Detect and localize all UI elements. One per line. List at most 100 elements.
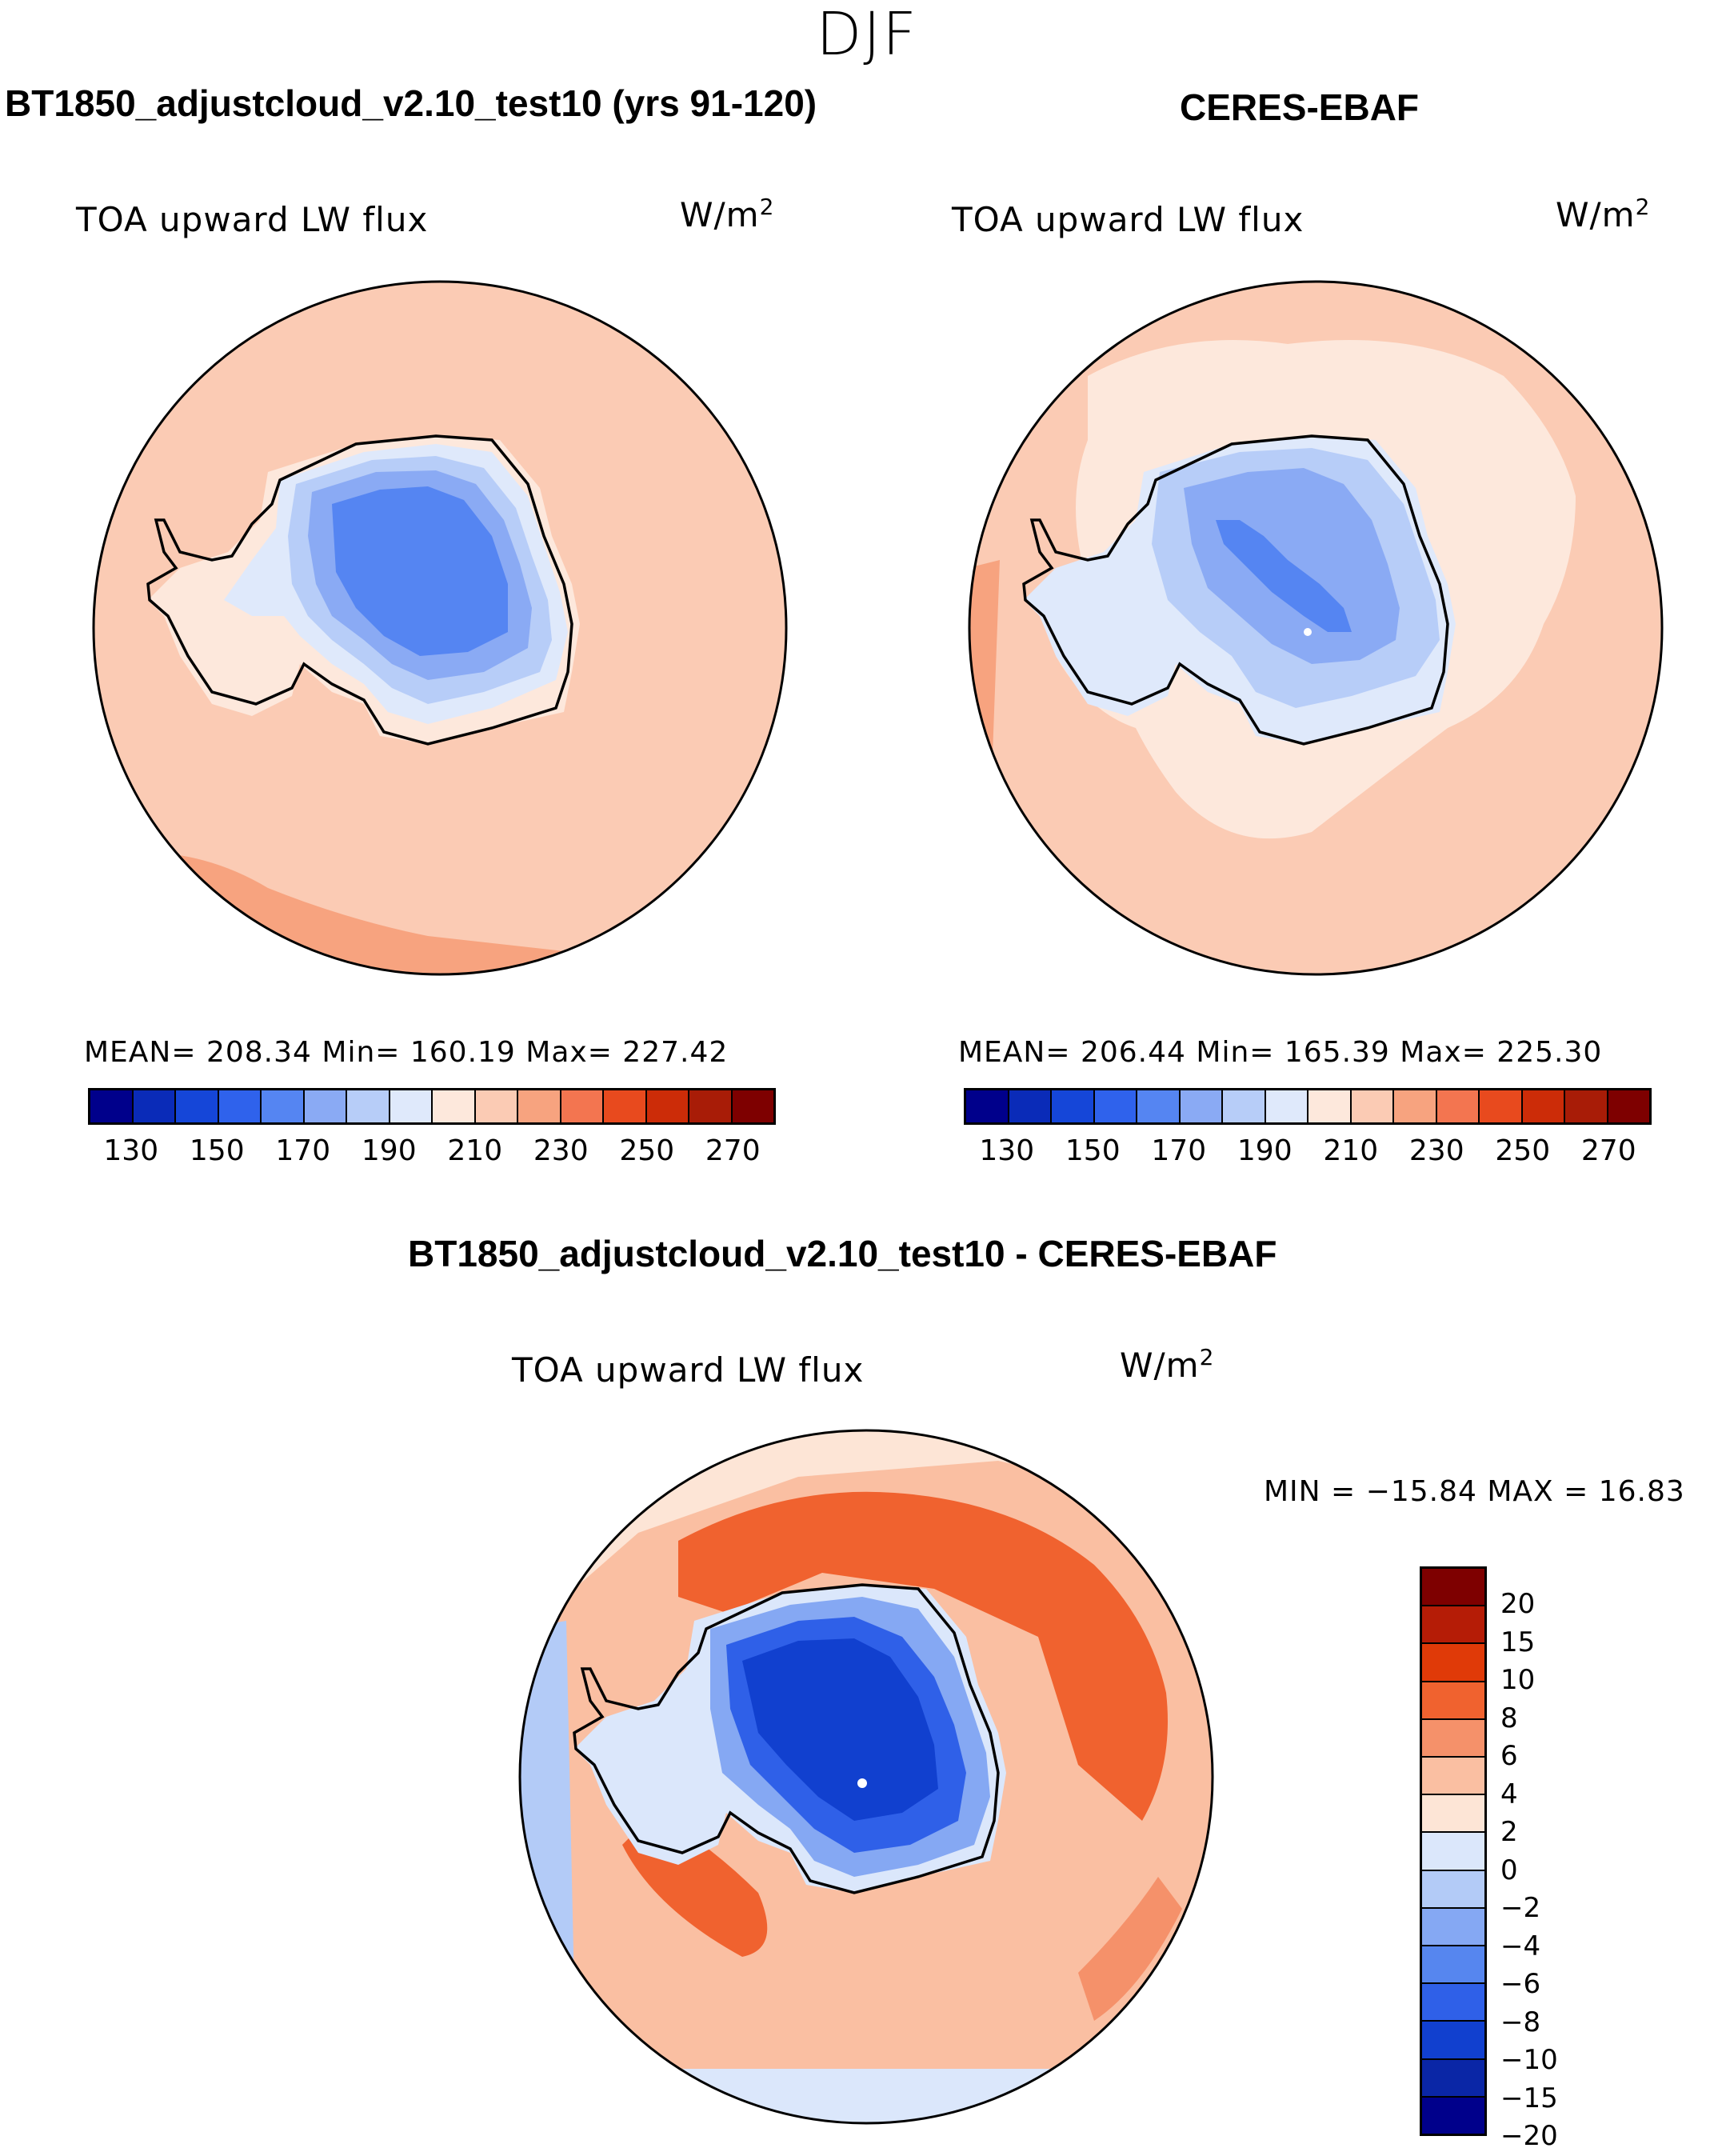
- obs-colorbar-swatch: [1223, 1090, 1266, 1122]
- model-colorbar: [88, 1088, 776, 1125]
- diff-warm-arc-north: [678, 1491, 1168, 1821]
- diff-colorbar-tick-label: 20: [1500, 1588, 1536, 1621]
- diff-colorbar-tick-label: −2: [1500, 1892, 1541, 1925]
- obs-colorbar-swatch: [1094, 1090, 1137, 1122]
- model-colorbar-swatch: [218, 1090, 262, 1122]
- diff-colorbar-tick-label: −4: [1500, 1930, 1541, 1962]
- model-colorbar-swatch: [176, 1090, 219, 1122]
- diff-colorbar-swatch: [1422, 2097, 1484, 2134]
- model-colorbar-swatch: [604, 1090, 647, 1122]
- model-colorbar-swatch: [433, 1090, 476, 1122]
- obs-colorbar-tick-label: 250: [1495, 1134, 1551, 1167]
- diff-colorbar-tick-label: 6: [1500, 1740, 1518, 1773]
- diff-colorbar-swatch: [1422, 1833, 1484, 1871]
- obs-colorbar-tick-label: 270: [1580, 1134, 1636, 1167]
- season-title: DJF: [816, 0, 918, 69]
- diff-warm-patch-southeast: [1078, 1877, 1182, 2021]
- obs-colorbar-swatch: [1052, 1090, 1095, 1122]
- model-colorbar-tick-label: 170: [275, 1134, 331, 1167]
- model-colorbar-swatch: [90, 1090, 134, 1122]
- diff-colorbar-tick-label: 4: [1500, 1778, 1518, 1810]
- obs-coastline: [1022, 434, 1449, 746]
- obs-colorbar-tick-label: 190: [1237, 1134, 1293, 1167]
- diff-west-cool-region: [520, 1621, 574, 2037]
- model-colorbar-tick-label: 270: [705, 1134, 761, 1167]
- model-colorbar-tick-label: 230: [533, 1134, 589, 1167]
- diff-panel-title: BT1850_adjustcloud_v2.10_test10 - CERES-…: [408, 1233, 1277, 1274]
- diff-colorbar-swatch: [1422, 1908, 1484, 1947]
- obs-polar-map: [968, 280, 1664, 976]
- obs-colorbar-tick-label: 210: [1323, 1134, 1379, 1167]
- diff-colorbar-tick-label: −15: [1500, 2082, 1558, 2114]
- diff-colorbar-swatch: [1422, 2059, 1484, 2098]
- model-units-label: W/m2: [680, 194, 775, 234]
- model-colorbar-swatch: [646, 1090, 689, 1122]
- model-colorbar-swatch: [732, 1090, 773, 1122]
- obs-pole-marker: [1304, 628, 1312, 636]
- diff-colorbar-swatch: [1422, 1795, 1484, 1834]
- diff-colorbar-swatch: [1422, 1870, 1484, 1909]
- diff-colorbar-swatch: [1422, 1758, 1484, 1796]
- model-coastline: [146, 434, 573, 746]
- diff-map-boundary: [518, 1429, 1214, 2125]
- obs-colorbar-tick-label: 170: [1151, 1134, 1207, 1167]
- obs-colorbar: [964, 1088, 1652, 1125]
- model-variable-label: TOA upward LW flux: [76, 200, 429, 239]
- model-colorbar-swatch: [390, 1090, 433, 1122]
- model-colorbar-tick-label: 250: [619, 1134, 675, 1167]
- diff-colorbar-swatch: [1422, 1682, 1484, 1720]
- obs-colorbar-swatch: [1565, 1090, 1608, 1122]
- obs-colorbar-swatch: [1394, 1090, 1437, 1122]
- diff-colorbar-tick-label: −6: [1500, 1968, 1541, 2001]
- obs-colorbar-swatch: [1608, 1090, 1649, 1122]
- diff-colorbar-tick-label: 0: [1500, 1854, 1518, 1886]
- model-colorbar-swatch: [518, 1090, 561, 1122]
- diff-variable-label: TOA upward LW flux: [512, 1350, 865, 1390]
- diff-colorbar-swatch: [1422, 2022, 1484, 2060]
- model-map-boundary: [92, 280, 788, 976]
- obs-panel-title: CERES-EBAF: [1180, 86, 1420, 128]
- diff-south-cool-edge: [520, 2069, 1213, 2123]
- diff-colorbar-tick-label: 10: [1500, 1664, 1536, 1697]
- obs-colorbar-tick-label: 150: [1065, 1134, 1121, 1167]
- diff-coastline: [573, 1583, 1000, 1894]
- diff-colorbar-swatch: [1422, 1984, 1484, 2022]
- diff-antarctica-core: [742, 1638, 938, 1821]
- diff-units-label: W/m2: [1120, 1344, 1215, 1385]
- obs-units-label: W/m2: [1556, 194, 1651, 234]
- diff-pole-marker: [857, 1778, 867, 1788]
- obs-colorbar-swatch: [1436, 1090, 1480, 1122]
- diff-stats-line: MIN = −15.84 MAX = 16.83: [1264, 1475, 1685, 1508]
- model-colorbar-swatch: [347, 1090, 390, 1122]
- model-colorbar-swatch: [262, 1090, 305, 1122]
- diff-polar-map: [518, 1429, 1214, 2125]
- diff-colorbar-tick-label: −10: [1500, 2044, 1558, 2077]
- model-colorbar-tick-label: 210: [447, 1134, 503, 1167]
- model-colorbar-tick-label: 150: [189, 1134, 245, 1167]
- obs-antarctica-core: [1216, 520, 1352, 632]
- model-colorbar-tick-label: 130: [103, 1134, 159, 1167]
- model-colorbar-swatch: [475, 1090, 518, 1122]
- obs-colorbar-swatch: [1180, 1090, 1223, 1122]
- model-colorbar-swatch: [304, 1090, 347, 1122]
- diff-colorbar-tick-label: 8: [1500, 1702, 1518, 1734]
- obs-colorbar-tick-label: 230: [1408, 1134, 1464, 1167]
- model-colorbar-swatch: [561, 1090, 604, 1122]
- diff-colorbar-swatch: [1422, 1606, 1484, 1645]
- model-polar-map: [92, 280, 788, 976]
- obs-colorbar-swatch: [1137, 1090, 1181, 1122]
- diff-colorbar-tick-label: 2: [1500, 1816, 1518, 1849]
- diff-colorbar: [1420, 1566, 1487, 2136]
- obs-variable-label: TOA upward LW flux: [952, 200, 1304, 239]
- obs-colorbar-swatch: [1308, 1090, 1352, 1122]
- obs-map-boundary: [968, 280, 1664, 976]
- obs-colorbar-swatch: [1009, 1090, 1052, 1122]
- model-stats-line: MEAN= 208.34 Min= 160.19 Max= 227.42: [84, 1036, 729, 1069]
- obs-colorbar-swatch: [1480, 1090, 1523, 1122]
- model-colorbar-tick-label: 190: [361, 1134, 417, 1167]
- model-colorbar-swatch: [689, 1090, 733, 1122]
- diff-colorbar-swatch: [1422, 1569, 1484, 1607]
- diff-colorbar-tick-label: 15: [1500, 1626, 1536, 1658]
- model-colorbar-swatch: [133, 1090, 176, 1122]
- obs-colorbar-tick-label: 130: [979, 1134, 1035, 1167]
